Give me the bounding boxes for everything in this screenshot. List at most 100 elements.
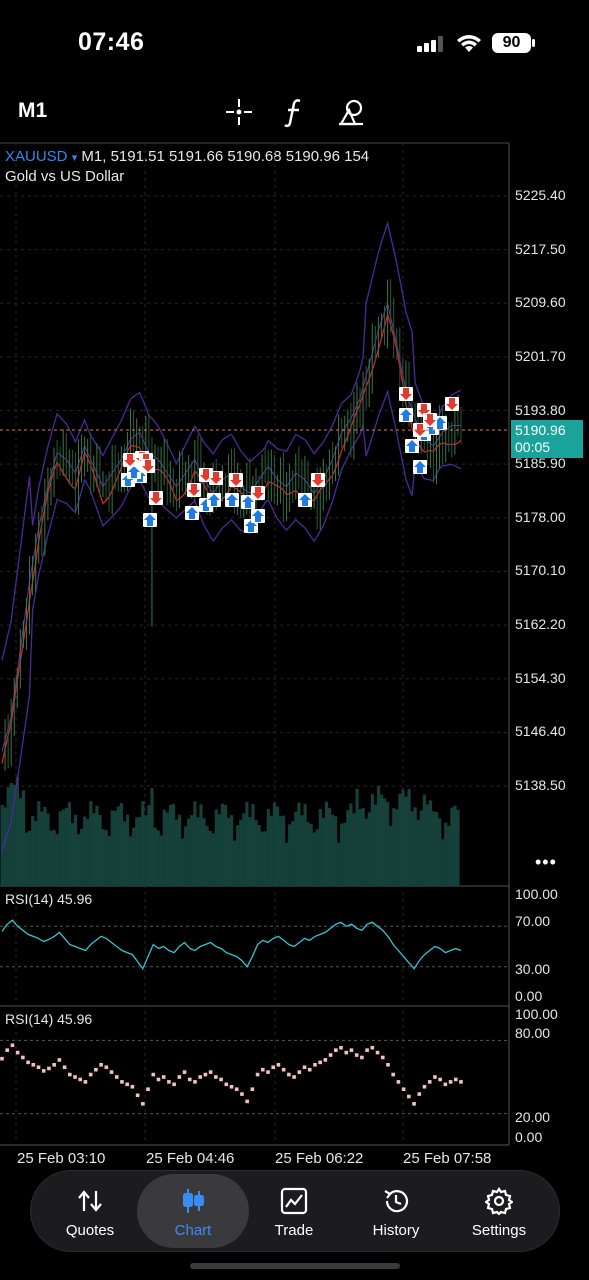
tab-quotes[interactable]: Quotes (37, 1171, 143, 1251)
rsi-2-point (203, 1072, 208, 1077)
rsi-2-point (287, 1072, 291, 1077)
volume-bar (95, 805, 99, 886)
rsi-2-level-label: 0.00 (515, 1129, 543, 1145)
buy-arrow-icon (299, 494, 311, 506)
time-axis-label: 25 Feb 03:10 (17, 1150, 106, 1167)
volume-bar (122, 821, 127, 886)
volume-bar (422, 794, 426, 886)
chart-ohlc-line: XAUUSD ▾ M1, 5191.51 5191.66 5190.68 519… (5, 148, 369, 165)
rsi-2-point (104, 1065, 109, 1070)
rsi-2-point (109, 1070, 114, 1074)
volume-bar (37, 801, 41, 886)
volume-bar (58, 811, 62, 886)
volume-bar (266, 809, 270, 886)
volume-bar (450, 807, 454, 886)
volume-bar (395, 809, 399, 886)
volume-bar (327, 807, 332, 886)
volume-bar (220, 803, 225, 886)
volume-bar (150, 788, 154, 886)
rsi-1-level-label: 100.00 (515, 886, 558, 902)
volume-bar (346, 810, 350, 886)
price-chart[interactable] (0, 140, 589, 1170)
volume-bar (260, 831, 264, 886)
rsi-2-point (380, 1055, 385, 1060)
time-axis-label: 25 Feb 07:58 (403, 1150, 492, 1167)
volume-bar (245, 801, 249, 886)
volume-bar (263, 831, 267, 886)
tab-trade-label: Trade (274, 1222, 314, 1239)
rsi-2-point (114, 1075, 119, 1079)
volume-bar (438, 818, 442, 886)
more-menu-icon[interactable]: ••• (535, 852, 557, 872)
rsi-2-point (266, 1070, 270, 1074)
rsi-2-point (433, 1075, 437, 1079)
volume-bar (21, 790, 26, 886)
rsi-2-point (354, 1053, 359, 1057)
rsi-2-point (292, 1075, 296, 1079)
symbol-name[interactable]: XAUUSD (5, 148, 68, 165)
rsi-2-point (31, 1063, 36, 1067)
volume-bar (389, 826, 393, 886)
volume-bar (428, 800, 433, 886)
volume-bar (217, 814, 221, 886)
crosshair-icon[interactable] (224, 97, 254, 127)
sell-arrow-icon (312, 474, 324, 486)
volume-bar (278, 816, 283, 886)
sell-arrow-icon (142, 460, 154, 472)
volume-bar (379, 794, 384, 886)
rsi-2-label: RSI(14) 45.96 (5, 1011, 93, 1027)
volume-bar (444, 822, 448, 886)
status-time: 07:46 (78, 28, 145, 56)
volume-bar (242, 813, 246, 886)
volume-bar (364, 818, 368, 886)
tab-settings[interactable]: Settings (446, 1171, 552, 1251)
timeframe-button[interactable]: M1 (18, 99, 48, 122)
volume-bar (407, 789, 411, 886)
volume-bar (49, 830, 53, 886)
rsi-2-point (245, 1099, 249, 1104)
buy-arrow-icon (226, 494, 238, 506)
volume-bar (110, 810, 114, 886)
volume-bar (12, 784, 16, 886)
volume-bar (376, 785, 381, 886)
rsi-2-point (167, 1080, 171, 1084)
volume-bar (116, 806, 120, 886)
volume-bar (282, 815, 286, 886)
volume-bar (18, 798, 23, 886)
objects-icon[interactable] (336, 96, 366, 128)
rsi-2-point (26, 1060, 30, 1065)
sell-arrow-icon (446, 398, 458, 410)
tab-history[interactable]: History (343, 1171, 449, 1251)
volume-bar (193, 801, 197, 886)
rsi-1-level-label: 0.00 (515, 988, 543, 1004)
tab-trade[interactable]: Trade (241, 1171, 347, 1251)
rsi-2-point (125, 1082, 129, 1087)
volume-bar (401, 789, 405, 886)
volume-bar (199, 804, 203, 886)
rsi-2-point (172, 1082, 176, 1087)
volume-bar (361, 808, 365, 886)
tab-chart[interactable]: Chart (137, 1171, 249, 1251)
rsi-2-level-label: 80.00 (515, 1025, 551, 1041)
volume-bar (141, 801, 145, 886)
rsi-2-point (208, 1070, 213, 1074)
rsi-2-point (443, 1082, 448, 1087)
rsi-2-point (151, 1072, 156, 1077)
symbol-dropdown-icon[interactable]: ▾ (71, 152, 78, 164)
volume-bar (297, 802, 301, 886)
volume-bar (46, 813, 50, 886)
volume-bar (132, 827, 136, 886)
volume-bar (294, 811, 298, 886)
volume-bar (315, 829, 319, 886)
volume-bar (73, 814, 78, 886)
function-icon[interactable] (282, 96, 306, 128)
volume-bar (398, 793, 402, 886)
rsi-2-point (255, 1072, 260, 1077)
rsi-2-point (407, 1094, 411, 1099)
rsi-2-point (365, 1048, 369, 1052)
volume-bar (147, 805, 151, 886)
volume-bar (86, 819, 90, 886)
volume-bar (275, 806, 280, 886)
price-axis-label: 5217.50 (515, 240, 566, 257)
volume-bar (28, 830, 32, 886)
